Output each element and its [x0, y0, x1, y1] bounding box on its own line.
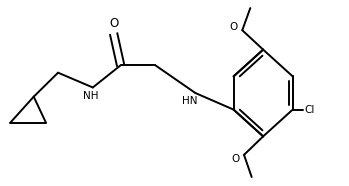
Text: NH: NH: [83, 91, 99, 101]
Text: O: O: [109, 17, 118, 30]
Text: Cl: Cl: [305, 105, 315, 115]
Text: O: O: [230, 22, 238, 32]
Text: HN: HN: [183, 96, 198, 106]
Text: O: O: [231, 153, 239, 163]
